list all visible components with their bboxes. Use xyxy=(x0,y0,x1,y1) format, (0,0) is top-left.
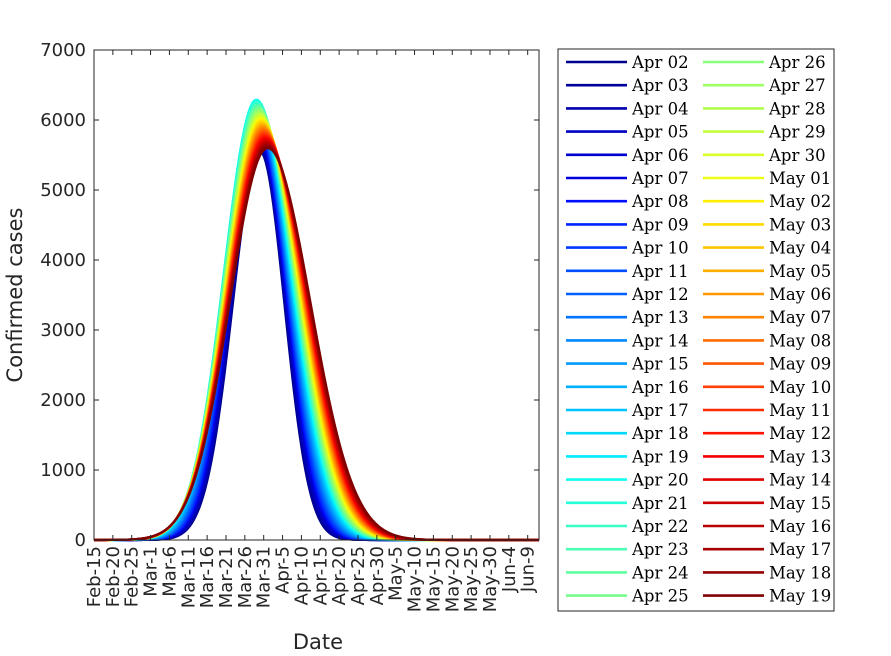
legend-label: Apr 15 xyxy=(631,355,689,374)
legend-label: Apr 07 xyxy=(631,169,689,188)
y-tick-label: 3000 xyxy=(40,320,86,341)
x-axis-ticks: Feb-15Feb-20Feb-25Mar-1Mar-6Mar-11Mar-16… xyxy=(84,50,539,612)
legend-label: May 09 xyxy=(769,355,831,374)
y-tick-label: 4000 xyxy=(40,250,86,271)
legend-label: May 08 xyxy=(769,331,831,350)
x-tick-label: Mar-31 xyxy=(254,546,275,608)
legend-label: Apr 10 xyxy=(631,239,689,258)
x-tick-label: May-30 xyxy=(480,546,501,612)
x-tick-label: Jun-4 xyxy=(499,546,520,593)
x-tick-label: Mar-6 xyxy=(159,546,180,597)
legend-label: Apr 06 xyxy=(631,146,689,165)
x-tick-label: May-25 xyxy=(461,546,482,612)
y-axis-ticks: 0 1000 2000 3000 4000 5000 6000 7000 xyxy=(40,40,539,551)
y-tick-label: 5000 xyxy=(40,180,86,201)
legend-label: May 05 xyxy=(769,262,831,281)
legend-label: May 11 xyxy=(769,401,831,420)
x-tick-label: Apr-30 xyxy=(367,546,388,605)
legend-label: Apr 24 xyxy=(631,563,689,582)
plot-frame xyxy=(93,49,540,541)
legend-label: Apr 09 xyxy=(631,215,689,234)
legend-label: Apr 04 xyxy=(631,99,689,118)
legend-label: May 06 xyxy=(769,285,831,304)
legend-label: May 17 xyxy=(769,540,831,559)
x-tick-label: Apr-5 xyxy=(273,546,294,594)
y-tick-label: 6000 xyxy=(40,110,86,131)
legend-label: May 15 xyxy=(769,494,831,513)
legend-label: Apr 13 xyxy=(631,308,689,327)
x-tick-label: May-5 xyxy=(386,546,407,601)
legend-label: Apr 22 xyxy=(631,517,689,536)
legend-label: Apr 21 xyxy=(631,494,689,513)
legend-label: May 10 xyxy=(769,378,831,397)
legend-label: Apr 08 xyxy=(631,192,689,211)
legend-label: Apr 12 xyxy=(631,285,689,304)
legend-label: Apr 18 xyxy=(631,424,689,443)
x-tick-label: Apr-15 xyxy=(310,546,331,605)
x-tick-label: Mar-21 xyxy=(216,546,237,608)
legend-label: May 13 xyxy=(769,447,831,466)
legend-label: May 02 xyxy=(769,192,831,211)
x-tick-label: Feb-20 xyxy=(103,546,124,607)
legend-label: May 18 xyxy=(769,563,831,582)
legend-label: Apr 23 xyxy=(631,540,689,559)
legend: Apr 02 Apr 03 Apr 04 Apr 05 Apr 06 Apr 07 Apr … xyxy=(557,48,835,612)
legend-label: Apr 28 xyxy=(768,99,826,118)
legend-label: Apr 05 xyxy=(631,123,689,142)
legend-label: May 12 xyxy=(769,424,831,443)
legend-label: Apr 03 xyxy=(631,76,689,95)
legend-label: May 19 xyxy=(769,587,831,606)
legend-label: Apr 14 xyxy=(631,331,689,350)
x-tick-label: Feb-15 xyxy=(84,546,105,607)
x-tick-label: Apr-25 xyxy=(348,546,369,605)
legend-label: Apr 19 xyxy=(631,447,689,466)
legend-label: May 03 xyxy=(769,215,831,234)
y-tick-label: 1000 xyxy=(40,460,86,481)
legend-label: Apr 02 xyxy=(631,53,689,72)
y-tick-label: 0 xyxy=(75,530,86,551)
legend-box xyxy=(557,48,835,612)
x-tick-label: Mar-26 xyxy=(235,546,256,608)
x-tick-label: May-20 xyxy=(442,546,463,612)
x-tick-label: May-15 xyxy=(423,546,444,612)
legend-label: Apr 29 xyxy=(768,123,826,142)
legend-label: Apr 26 xyxy=(768,53,826,72)
x-axis-label: Date xyxy=(293,630,343,654)
legend-label: Apr 30 xyxy=(768,146,826,165)
x-tick-label: Apr-10 xyxy=(291,546,312,605)
y-axis-label: Confirmed cases xyxy=(3,208,27,383)
legend-label: May 16 xyxy=(769,517,831,536)
x-tick-label: Jun-9 xyxy=(518,546,539,593)
x-tick-label: Apr-20 xyxy=(329,546,350,605)
x-tick-label: Mar-16 xyxy=(197,546,218,608)
legend-label: Apr 20 xyxy=(631,471,689,490)
y-tick-label: 7000 xyxy=(40,40,86,61)
legend-label: Apr 25 xyxy=(631,587,689,606)
legend-label: Apr 11 xyxy=(631,262,689,281)
x-tick-label: Mar-1 xyxy=(141,546,162,597)
legend-label: Apr 17 xyxy=(631,401,689,420)
y-tick-label: 2000 xyxy=(40,390,86,411)
legend-label: May 01 xyxy=(769,169,831,188)
legend-label: Apr 27 xyxy=(768,76,826,95)
x-tick-label: Mar-11 xyxy=(178,546,199,608)
legend-label: May 04 xyxy=(769,239,831,258)
x-tick-label: May-10 xyxy=(405,546,426,612)
legend-label: May 07 xyxy=(769,308,831,327)
legend-label: May 14 xyxy=(769,471,831,490)
x-tick-label: Feb-25 xyxy=(122,546,143,607)
legend-label: Apr 16 xyxy=(631,378,689,397)
